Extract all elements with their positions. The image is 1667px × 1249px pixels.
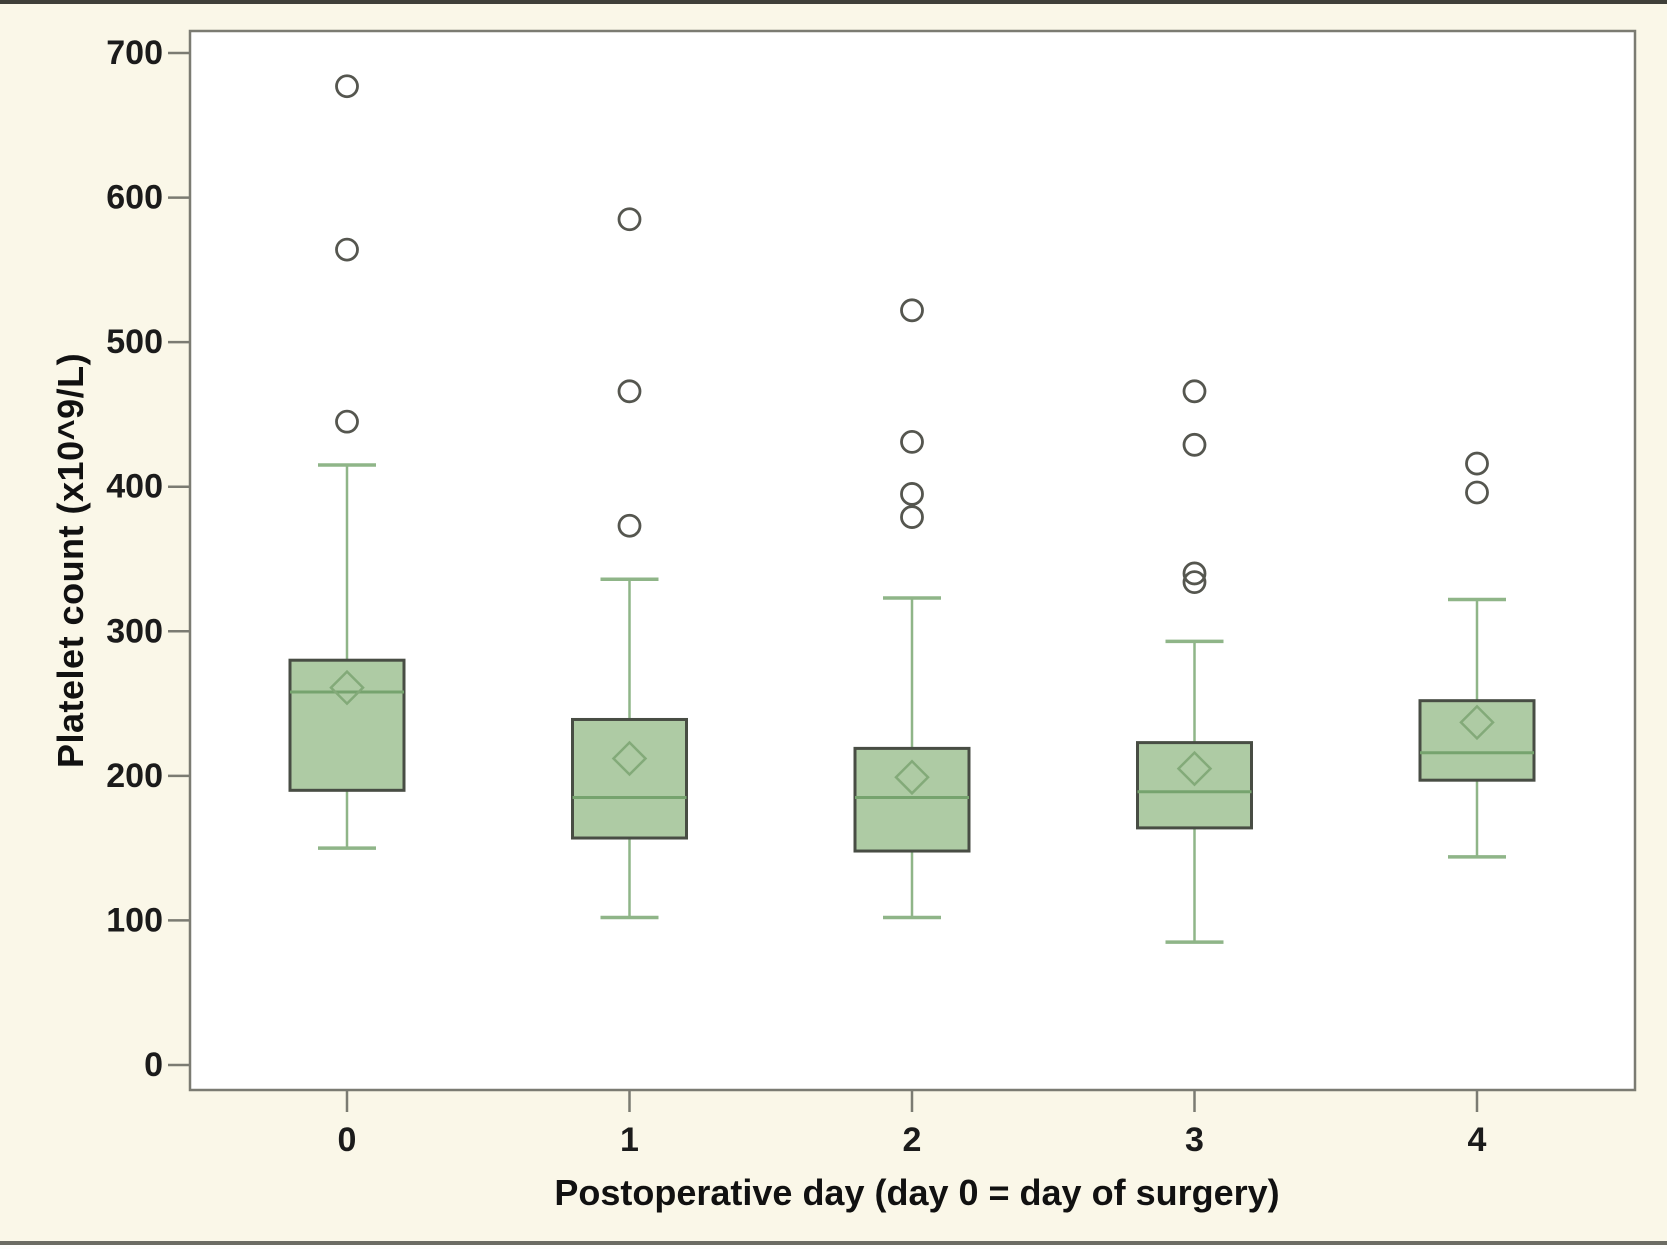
outlier-point — [617, 207, 642, 232]
box-iqr — [1418, 699, 1536, 782]
outlier-point — [900, 298, 924, 323]
mean-diamond — [611, 740, 648, 777]
x-axis-title: Postoperative day (day 0 = day of surger… — [554, 1172, 1280, 1213]
x-tick-label: 4 — [1468, 1121, 1487, 1159]
box-iqr — [853, 746, 971, 853]
x-tick-label: 1 — [620, 1121, 639, 1159]
x-tick-label: 3 — [1185, 1121, 1204, 1159]
y-axis-title: Platelet count (x10^9/L) — [50, 352, 91, 769]
outlier-point — [1182, 432, 1207, 457]
outlier-point — [1182, 570, 1207, 595]
figure-bottom-border — [0, 1241, 1667, 1245]
mean-diamond — [1176, 750, 1213, 787]
mean-diamond — [1459, 704, 1495, 741]
outlier-point — [617, 513, 642, 538]
y-tick-label: 200 — [106, 757, 163, 795]
y-tick-label: 0 — [144, 1046, 163, 1084]
y-tick-label: 100 — [106, 901, 163, 939]
y-tick-label: 500 — [106, 323, 163, 361]
mean-diamond — [329, 669, 365, 706]
outlier-point — [1182, 379, 1207, 404]
outlier-point — [1182, 561, 1207, 586]
outlier-point — [1465, 451, 1489, 476]
outlier-point — [335, 409, 359, 434]
box-iqr — [288, 658, 406, 792]
plot-frame — [188, 29, 1637, 1092]
box-iqr — [571, 717, 688, 840]
outlier-point — [900, 505, 924, 529]
x-tick-label: 0 — [338, 1121, 357, 1159]
outlier-point — [1465, 480, 1489, 505]
figure-bottom-margin — [0, 1245, 1667, 1249]
y-tick-label: 400 — [106, 468, 163, 506]
x-tick-label: 2 — [903, 1121, 922, 1159]
outlier-point — [617, 379, 642, 404]
y-tick-label: 700 — [106, 34, 163, 72]
outlier-point — [900, 482, 924, 506]
figure-top-border — [0, 0, 1667, 4]
outlier-point — [335, 74, 359, 99]
y-tick-label: 300 — [106, 612, 163, 650]
y-tick-label: 600 — [106, 179, 163, 217]
outlier-point — [900, 429, 924, 454]
mean-diamond — [894, 759, 930, 796]
outlier-point — [335, 237, 359, 262]
